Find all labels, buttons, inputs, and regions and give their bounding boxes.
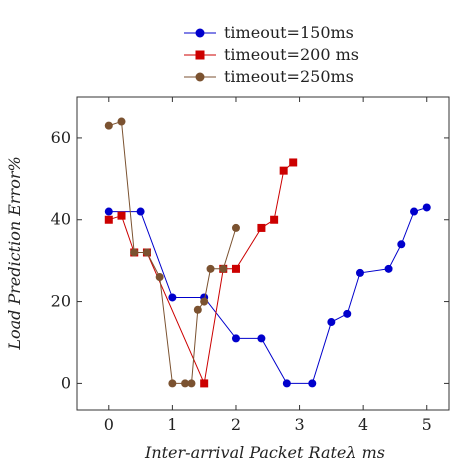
data-point: [257, 223, 266, 232]
data-point: [282, 379, 291, 388]
series-group: [104, 203, 431, 388]
series-line: [108, 120, 237, 384]
data-point: [168, 293, 177, 302]
series-group: [104, 158, 298, 388]
data-point: [155, 273, 164, 282]
data-point: [384, 264, 393, 273]
data-point: [327, 318, 336, 327]
data-point: [168, 379, 177, 388]
data-point: [219, 264, 228, 273]
legend-marker: [195, 28, 205, 38]
plot-frame: [76, 96, 450, 411]
x-tick-label: 3: [294, 415, 304, 434]
y-tick-label: 40: [51, 210, 71, 229]
data-point: [136, 207, 145, 216]
legend-item: timeout=250ms: [184, 67, 354, 86]
data-point: [355, 268, 364, 277]
x-tick-label: 1: [167, 415, 177, 434]
legend-item: timeout=200 ms: [184, 45, 359, 64]
data-point: [231, 264, 240, 273]
data-point: [343, 309, 352, 318]
y-tick-label: 60: [51, 128, 71, 147]
axis-ticks: 0 1 2 3 4 5 0 20 40 60: [51, 97, 449, 434]
data-point: [206, 264, 215, 273]
data-point: [200, 379, 209, 388]
data-point: [397, 240, 406, 249]
data-point: [200, 297, 209, 306]
series-line: [108, 162, 294, 386]
data-point: [181, 379, 190, 388]
data-point: [104, 207, 113, 216]
y-tick-label: 0: [61, 373, 71, 392]
legend-marker: [195, 50, 205, 60]
data-point: [422, 203, 431, 212]
data-point: [289, 158, 298, 167]
data-point: [257, 334, 266, 343]
x-tick-label: 5: [422, 415, 432, 434]
x-axis-label: Inter-arrival Packet Rateλ ms: [144, 443, 385, 462]
legend-label: timeout=250ms: [224, 67, 354, 86]
legend-marker: [195, 72, 205, 82]
data-point: [104, 215, 113, 224]
legend: timeout=150ms timeout=200 ms timeout=250ms: [184, 23, 359, 86]
data-point: [130, 248, 139, 257]
data-point: [279, 166, 288, 175]
data-point: [187, 379, 196, 388]
data-point: [117, 211, 126, 220]
data-point: [117, 117, 126, 126]
y-tick-label: 20: [51, 292, 71, 311]
x-tick-label: 0: [104, 415, 114, 434]
series-layer: [104, 117, 431, 388]
data-point: [193, 305, 202, 314]
data-point: [231, 334, 240, 343]
series-group: [104, 117, 240, 388]
y-axis-label: Load Prediction Error%: [5, 156, 24, 350]
data-point: [410, 207, 419, 216]
legend-item: timeout=150ms: [184, 23, 354, 42]
x-tick-label: 4: [358, 415, 368, 434]
data-point: [308, 379, 317, 388]
series-line: [108, 207, 427, 384]
data-point: [142, 248, 151, 257]
legend-label: timeout=200 ms: [224, 45, 359, 64]
data-point: [270, 215, 279, 224]
legend-label: timeout=150ms: [224, 23, 354, 42]
data-point: [104, 121, 113, 130]
x-tick-label: 2: [231, 415, 241, 434]
data-point: [231, 223, 240, 232]
